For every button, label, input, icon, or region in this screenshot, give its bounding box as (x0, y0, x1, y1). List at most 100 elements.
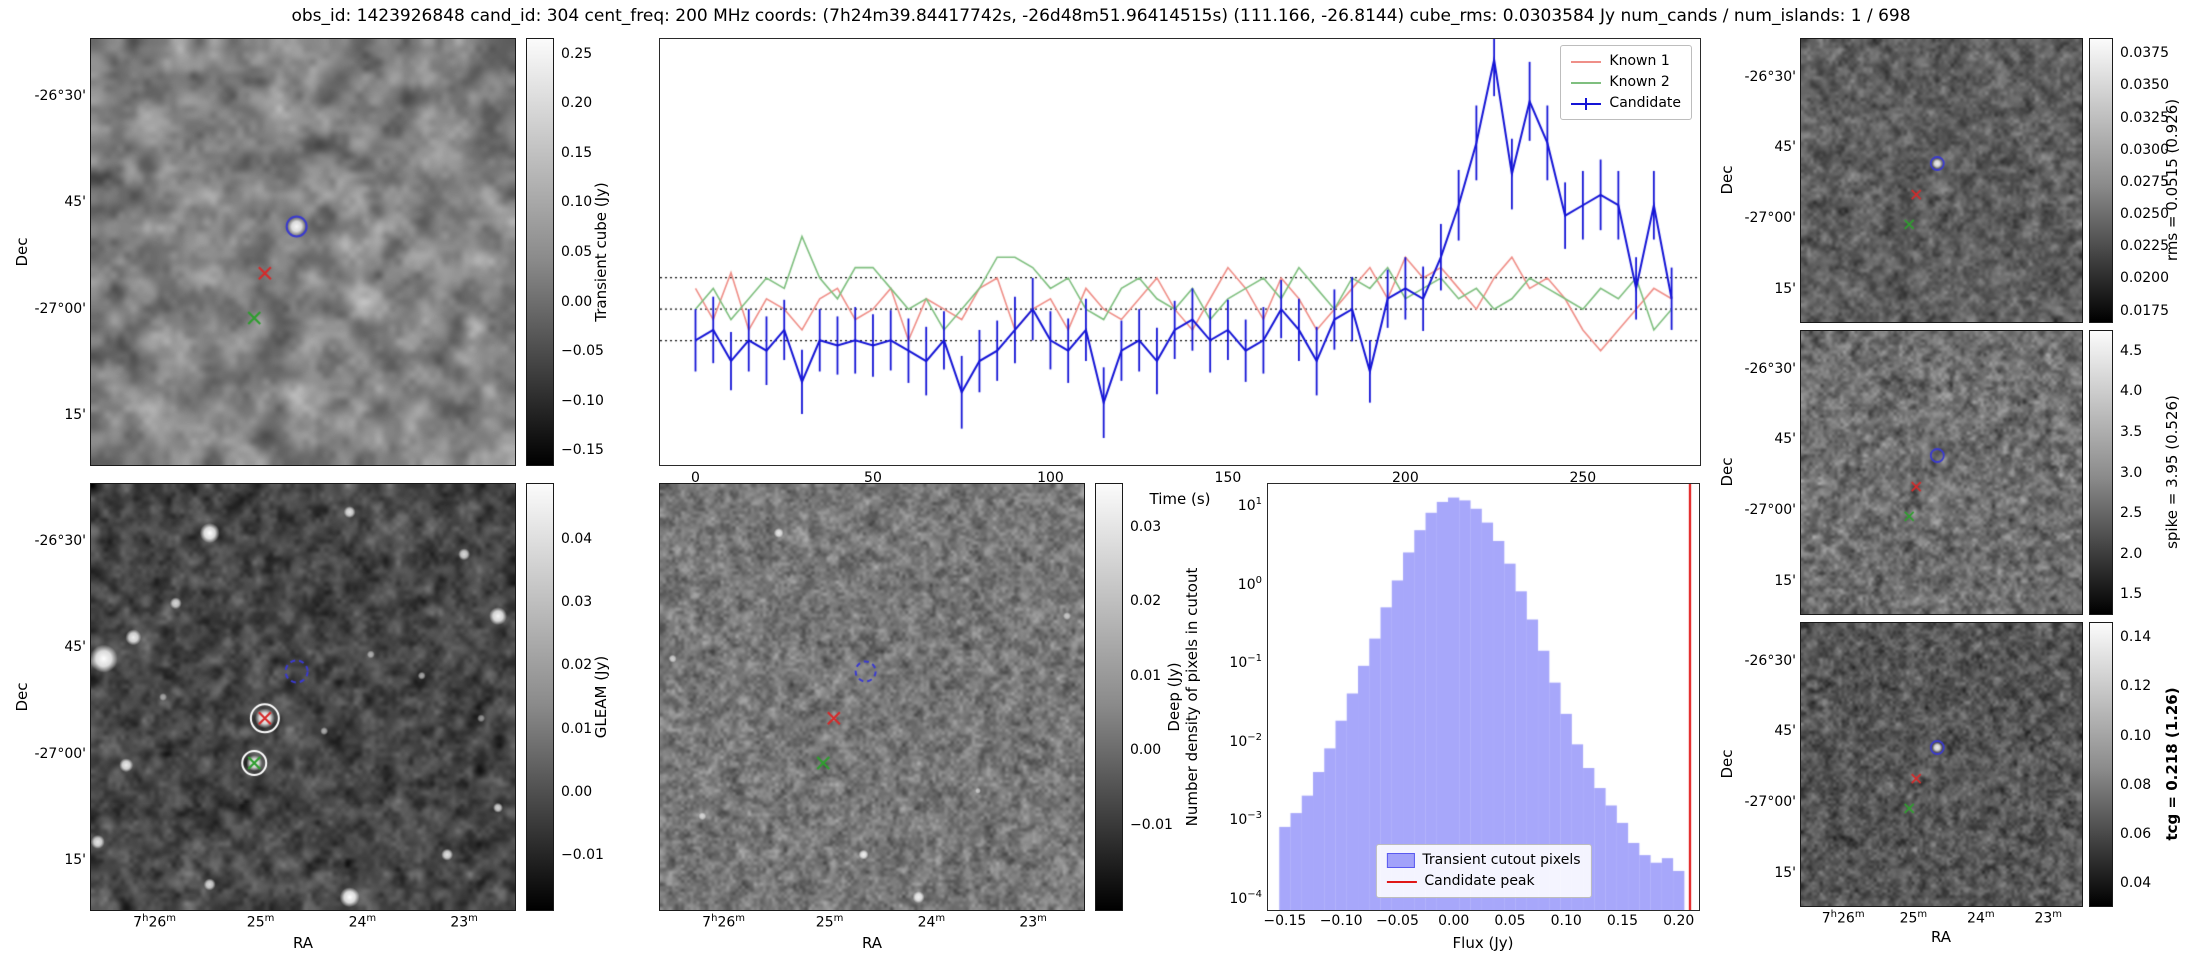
density-tick: 10−4 (1229, 889, 1262, 907)
spike-colorbar-label: spike = 3.95 (0.526) (2163, 395, 2181, 549)
colorbar-tick: 0.0375 (2120, 45, 2169, 62)
ra-tick-labels: 7h26m 25m 24m 23m (660, 912, 1084, 930)
colorbar-tick: −0.05 (561, 343, 604, 360)
panel-tcg-map (1800, 622, 2083, 907)
flux-histogram-plot (1268, 484, 1699, 910)
colorbar-tick: 0.0275 (2120, 173, 2169, 190)
time-tick: 200 (1392, 470, 1419, 486)
colorbar-tick: 2.0 (2120, 545, 2143, 562)
dec-tick: -26°30' (34, 532, 86, 549)
colorbar-tick: −0.15 (561, 442, 604, 459)
colorbar-tick: 0.0175 (2120, 302, 2169, 319)
colorbar-tick: 0.04 (2120, 875, 2152, 892)
colorbar-tick: 0.01 (561, 720, 593, 737)
colorbar-tick: 1.5 (2120, 586, 2143, 603)
ra-tick: 7h26m (133, 913, 177, 931)
time-tick-labels: 0 50 100 150 200 250 (660, 469, 1700, 487)
dec-tick: -26°30' (1744, 652, 1796, 669)
colorbar-tick: 0.02 (1130, 593, 1162, 610)
legend-label-candidate-peak: Candidate peak (1424, 873, 1535, 889)
colorbar-tick: 0.01 (1130, 667, 1162, 684)
dec-tick: 15' (1774, 864, 1796, 881)
legend-item-candidate: Candidate (1571, 93, 1681, 114)
dec-tick: 15' (1774, 280, 1796, 297)
colorbar-tick-labels: 0.04 0.03 0.02 0.01 0.00 −0.01 (557, 484, 617, 910)
colorbar-tick: 0.0250 (2120, 206, 2169, 223)
time-tick: 250 (1569, 470, 1597, 486)
gleam-colorbar-label: GLEAM (Jy) (592, 655, 610, 739)
colorbar-tick: 0.03 (1130, 518, 1162, 535)
ra-tick: 24m (1967, 909, 1995, 927)
colorbar-tick: −0.10 (561, 392, 604, 409)
ra-axis-label: RA (292, 934, 314, 952)
density-tick-labels: 101 100 10−1 10−2 10−3 10−4 (1200, 484, 1262, 910)
rms-colorbar-label: rms = 0.0515 (0.926) (2163, 98, 2181, 262)
transient-cube-colorbar (526, 38, 554, 466)
colorbar-tick: 0.00 (561, 783, 593, 800)
legend-item-cutout-pixels: Transient cutout pixels (1386, 850, 1581, 871)
density-axis-label: Number density of pixels in cutout (1183, 567, 1201, 827)
rms-colorbar (2089, 38, 2113, 323)
ra-tick-labels: 7h26m 25m 24m 23m (1801, 908, 2082, 926)
colorbar-tick-labels: 0.14 0.12 0.10 0.08 0.06 0.04 (2116, 623, 2176, 906)
histogram-legend: Transient cutout pixels Candidate peak (1375, 844, 1592, 898)
tcg-colorbar-label: tcg = 0.218 (1.26) (2163, 687, 2181, 841)
colorbar-tick: 0.14 (2120, 629, 2152, 646)
time-axis-label: Time (s) (1149, 490, 1211, 508)
dec-axis-label: Dec (1718, 165, 1736, 195)
dec-tick-labels: -26°30' 45' -27°00' 15' (1738, 623, 1796, 906)
dec-tick-labels: -26°30' 45' -27°00' 15' (1738, 39, 1796, 322)
density-tick: 10−2 (1229, 731, 1262, 750)
panel-histogram: Transient cutout pixels Candidate peak (1267, 483, 1700, 911)
ra-tick: 25m (246, 913, 275, 931)
density-tick: 10−1 (1229, 653, 1262, 672)
legend-label-known1: Known 1 (1609, 53, 1670, 69)
transient-cube-colorbar-label: Transient cube (Jy) (592, 182, 610, 322)
ra-tick: 23m (1019, 913, 1047, 931)
legend-item-candidate-peak: Candidate peak (1386, 871, 1580, 892)
dec-tick: 45' (64, 194, 86, 211)
legend-item-known2: Known 2 (1571, 72, 1681, 93)
ra-tick: 24m (348, 913, 377, 931)
candidate-errorbar-swatch (1571, 97, 1602, 110)
gleam-colorbar (526, 483, 554, 911)
time-tick: 100 (1037, 470, 1064, 486)
panel-rms-map (1800, 38, 2083, 323)
colorbar-tick: 0.25 (561, 45, 593, 62)
legend-item-known1: Known 1 (1571, 51, 1681, 72)
time-tick: 50 (864, 470, 882, 486)
dec-tick: 15' (64, 407, 86, 424)
dec-axis-label: Dec (13, 682, 31, 712)
colorbar-tick: 0.04 (561, 531, 593, 548)
ra-tick-labels: 7h26m 25m 24m 23m (91, 912, 515, 930)
dec-tick: 15' (1774, 572, 1796, 589)
deep-colorbar-label: Deep (Jy) (1165, 662, 1183, 732)
dec-tick: -27°00' (1744, 794, 1796, 811)
spike-map-image (1801, 331, 2082, 614)
dec-axis-label: Dec (1718, 457, 1736, 487)
colorbar-tick: 0.0225 (2120, 238, 2169, 255)
dec-tick: 45' (1774, 431, 1796, 448)
legend-label-cutout-pixels: Transient cutout pixels (1422, 852, 1581, 868)
colorbar-tick: 0.15 (561, 144, 593, 161)
colorbar-tick-labels: 0.0375 0.0350 0.0325 0.0300 0.0275 0.0250 0.02… (2116, 39, 2176, 322)
colorbar-tick: 0.06 (2120, 826, 2152, 843)
density-tick: 100 (1237, 574, 1262, 593)
colorbar-tick: 4.0 (2120, 383, 2143, 400)
colorbar-tick-labels: 0.25 0.20 0.15 0.10 0.05 0.00 −0.05 −0.10 −0.15 (557, 39, 617, 465)
colorbar-tick-labels: 4.5 4.0 3.5 3.0 2.5 2.0 1.5 (2116, 331, 2176, 614)
colorbar-tick: 4.5 (2120, 342, 2143, 359)
dec-tick: 45' (1774, 723, 1796, 740)
ra-axis-label: RA (861, 934, 883, 952)
dec-axis-label: Dec (1718, 749, 1736, 779)
colorbar-tick: 2.5 (2120, 505, 2143, 522)
figure-title: obs_id: 1423926848 cand_id: 304 cent_fre… (291, 6, 1911, 26)
flux-tick: 0.10 (1550, 913, 1582, 929)
dec-tick: -27°00' (34, 745, 86, 762)
ra-tick: 7h26m (702, 913, 746, 931)
rms-map-image (1801, 39, 2082, 322)
colorbar-tick: 0.00 (1130, 742, 1162, 759)
colorbar-tick: 0.00 (561, 293, 593, 310)
panel-transient-cube (90, 38, 516, 466)
